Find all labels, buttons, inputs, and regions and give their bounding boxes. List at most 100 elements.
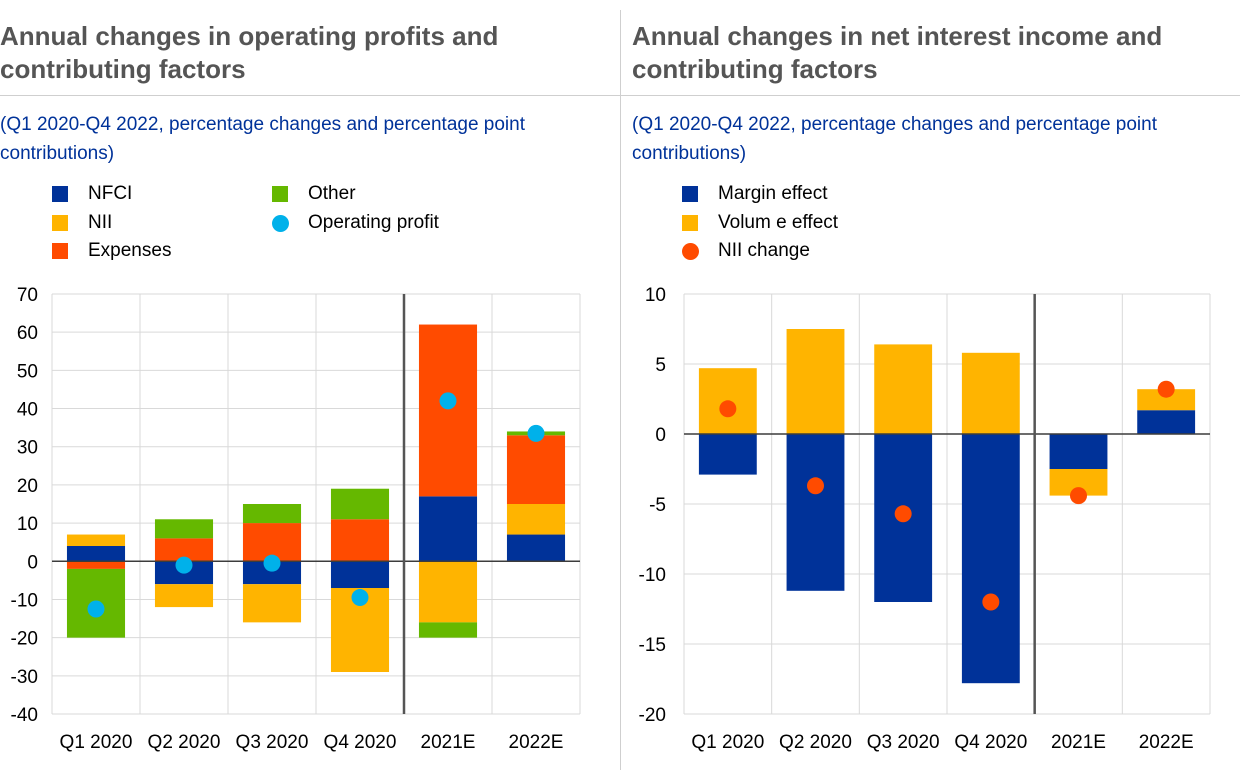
- legend-swatch: [272, 186, 288, 202]
- bar-nfci: [330, 561, 390, 588]
- title-rule: [0, 95, 620, 96]
- legend-label: Margin effect: [718, 183, 828, 204]
- legend-label: Expenses: [88, 240, 172, 261]
- legend-swatch: [682, 186, 698, 202]
- legend-item-nfci: NFCI: [52, 183, 132, 205]
- y-tick-label: -5: [649, 495, 666, 516]
- y-tick-label: -20: [639, 705, 666, 726]
- bar-other: [242, 504, 302, 524]
- y-tick-label: 40: [17, 400, 38, 421]
- bar-expenses: [66, 561, 126, 569]
- x-tick-label: Q2 2020: [148, 732, 221, 753]
- legend-label: Other: [308, 183, 356, 204]
- panel-divider: [620, 10, 621, 770]
- y-tick-label: 0: [655, 425, 666, 446]
- bar-volum-e-effect: [874, 344, 933, 434]
- legend-swatch: [52, 215, 68, 231]
- right-panel: Annual changes in net interest income an…: [620, 0, 1240, 776]
- x-tick-label: 2021E: [421, 732, 476, 753]
- bar-nii: [418, 561, 478, 623]
- y-tick-label: 60: [17, 323, 38, 344]
- y-tick-label: -10: [639, 565, 666, 586]
- legend-item-nii-change: NII change: [682, 240, 810, 262]
- net-interest-income-chart: 10 5 0 -5 -10 -15 -20 Q1 2020 Q2 2020 Q3 2020 Q4 2…: [639, 285, 1211, 753]
- y-tick-label: 30: [17, 438, 38, 459]
- y-tick-label: -30: [11, 667, 38, 688]
- bar-other: [154, 519, 214, 539]
- bar-margin-effect: [1137, 410, 1196, 434]
- legend-dot: [272, 214, 289, 232]
- legend-swatch: [52, 186, 68, 202]
- bar-nfci: [506, 534, 566, 562]
- y-tick-label: -20: [11, 629, 38, 650]
- bar-nfci: [242, 561, 302, 585]
- bar-volum-e-effect: [961, 352, 1020, 434]
- dot-nii-change: [982, 593, 1000, 611]
- legend-item-volume-effect: Volum e effect: [682, 212, 838, 234]
- y-tick-label: 0: [27, 552, 38, 573]
- y-tick-label: 10: [645, 285, 666, 306]
- bar-nii: [154, 584, 214, 608]
- y-tick-label: 20: [17, 476, 38, 497]
- bar-margin-effect: [698, 434, 757, 475]
- x-tick-label: Q1 2020: [60, 732, 133, 753]
- x-tick-label: Q3 2020: [236, 732, 309, 753]
- y-tick-label: 10: [17, 514, 38, 535]
- bar-expenses: [506, 435, 566, 504]
- x-tick-label: Q4 2020: [324, 732, 397, 753]
- legend-label: NII: [88, 212, 113, 233]
- y-tick-label: -40: [11, 705, 38, 726]
- dot-operating-profit: [87, 600, 105, 618]
- y-tick-label: -10: [11, 590, 38, 611]
- y-tick-label: 50: [17, 361, 38, 382]
- x-tick-label: Q4 2020: [954, 732, 1027, 753]
- bar-other: [418, 622, 478, 638]
- dot-nii-change: [1157, 380, 1175, 398]
- legend-swatch: [682, 215, 698, 231]
- legend-item-nii: NII: [52, 212, 112, 234]
- dot-nii-change: [807, 477, 824, 495]
- bar-nii: [242, 584, 302, 623]
- bar-expenses: [330, 519, 390, 562]
- bar-volum-e-effect: [1137, 389, 1196, 411]
- dot-operating-profit: [527, 424, 545, 442]
- bar-nii: [66, 534, 126, 546]
- bar-margin-effect: [786, 434, 845, 591]
- bar-expenses: [418, 324, 478, 497]
- bar-margin-effect: [961, 434, 1020, 684]
- chart-subtitle: (Q1 2020-Q4 2022, percentage changes and…: [632, 114, 1157, 164]
- legend-label: Volum e effect: [718, 212, 839, 233]
- dot-nii-change: [894, 505, 912, 523]
- bar-other: [330, 488, 390, 520]
- x-tick-label: Q1 2020: [691, 732, 764, 753]
- x-tick-label: 2021E: [1051, 732, 1106, 753]
- chart-subtitle: (Q1 2020-Q4 2022, percentage changes and…: [0, 114, 525, 164]
- bar-volum-e-effect: [786, 329, 845, 434]
- bar-expenses: [154, 538, 214, 562]
- legend-label: NFCI: [88, 183, 133, 204]
- x-tick-label: 2022E: [509, 732, 564, 753]
- chart-title: Annual changes in operating profits and …: [0, 21, 499, 84]
- x-tick-label: Q2 2020: [779, 732, 852, 753]
- dot-nii-change: [1070, 487, 1087, 505]
- y-tick-label: 5: [655, 355, 666, 376]
- bar-nfci: [66, 546, 126, 562]
- x-tick-label: 2022E: [1139, 732, 1194, 753]
- bar-nii: [506, 504, 566, 535]
- left-panel: Annual changes in operating profits and …: [0, 21, 620, 753]
- legend-item-expenses: Expenses: [52, 240, 171, 262]
- dot-operating-profit: [439, 392, 457, 410]
- dot-operating-profit: [351, 589, 369, 607]
- x-tick-label: Q3 2020: [867, 732, 940, 753]
- dot-operating-profit: [175, 556, 193, 574]
- chart-title: Annual changes in net interest income an…: [632, 21, 1163, 84]
- legend-swatch: [52, 243, 68, 259]
- legend-item-other: Other: [272, 183, 356, 205]
- legend-item-operating-profit: Operating profit: [272, 212, 439, 234]
- dot-operating-profit: [263, 554, 281, 572]
- title-rule: [620, 95, 1240, 96]
- dot-nii-change: [719, 400, 737, 418]
- bar-nfci: [418, 496, 478, 562]
- bar-margin-effect: [1049, 434, 1108, 469]
- legend-label: NII change: [718, 240, 810, 261]
